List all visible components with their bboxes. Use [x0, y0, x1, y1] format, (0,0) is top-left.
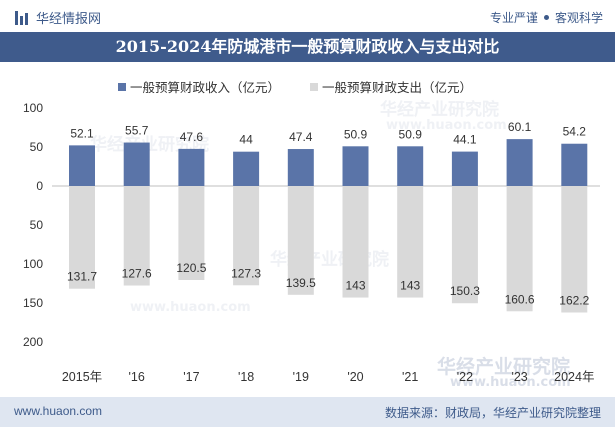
x-tick-label: '19	[293, 370, 309, 384]
income-bar	[397, 146, 424, 186]
expense-data-label: 162.2	[559, 294, 589, 308]
brand-name: 华经情报网	[36, 12, 102, 27]
expense-bar	[561, 186, 588, 313]
income-data-label: 47.6	[180, 130, 204, 144]
income-data-label: 52.1	[70, 126, 94, 140]
income-bar	[233, 151, 260, 186]
expense-bar	[397, 186, 424, 298]
expense-data-label: 131.7	[67, 270, 97, 284]
income-data-label: 60.1	[508, 120, 532, 134]
y-tick-label: 50	[30, 218, 44, 232]
income-bar	[69, 145, 95, 186]
legend-label-expense: 一般预算财政支出（亿元）	[322, 80, 473, 95]
income-data-label: 50.9	[399, 127, 423, 141]
income-data-label: 44.1	[453, 133, 477, 147]
expense-bar	[69, 186, 95, 289]
x-tick-label: 2015年	[62, 370, 102, 384]
bar-chart-logo-icon	[14, 10, 30, 26]
income-data-label: 47.4	[289, 130, 313, 144]
y-tick-label: 100	[23, 257, 43, 271]
dot-separator-icon	[543, 15, 549, 20]
expense-bar	[233, 186, 260, 286]
expense-bar	[506, 186, 533, 312]
brand: 华经情报网	[14, 8, 101, 27]
legend-item-income: 一般预算财政收入（亿元）	[118, 77, 280, 96]
income-bar	[287, 149, 314, 186]
legend: 一般预算财政收入（亿元） 一般预算财政支出（亿元）	[118, 77, 472, 96]
title-bar: 2015-2024年防城港市一般预算财政收入与支出对比	[0, 32, 615, 62]
footer: www.huaon.com 数据来源：财政局，华经产业研究院整理	[0, 397, 615, 427]
income-bar	[342, 146, 369, 186]
income-bar	[123, 142, 150, 186]
x-tick-label: '16	[129, 370, 145, 384]
x-tick-label: '23	[511, 370, 527, 384]
x-tick-label: '20	[347, 370, 363, 384]
x-tick-label: '21	[402, 370, 418, 384]
expense-bar	[451, 186, 478, 304]
income-bar	[506, 139, 533, 186]
slogan-right: 客观科学	[554, 11, 603, 25]
income-bar	[561, 143, 588, 186]
income-data-label: 55.7	[125, 124, 149, 138]
expense-data-label: 160.6	[505, 292, 535, 306]
income-bar	[178, 148, 205, 186]
footer-website: www.huaon.com	[14, 404, 103, 418]
chart-title: 2015-2024年防城港市一般预算财政收入与支出对比	[115, 37, 500, 56]
y-tick-label: 150	[23, 296, 43, 310]
income-bar	[451, 151, 478, 186]
income-data-label: 54.2	[563, 125, 587, 139]
income-data-label: 50.9	[344, 127, 368, 141]
x-tick-label: '18	[238, 370, 254, 384]
expense-bar	[178, 186, 205, 280]
legend-swatch-expense	[310, 82, 319, 91]
slogan-left: 专业严谨	[489, 11, 538, 25]
y-tick-label: 200	[23, 335, 43, 349]
expense-data-label: 120.5	[176, 261, 206, 275]
expense-data-label: 143	[345, 279, 365, 293]
chart-area: 100 50 0 50 100 150 200 52.1 131.7 2015年 55.7 127.6…	[23, 101, 600, 384]
footer-source: 数据来源：财政局，华经产业研究院整理	[384, 406, 601, 420]
income-data-label: 44	[239, 133, 253, 147]
y-tick-label: 100	[23, 101, 43, 115]
x-tick-label: '17	[183, 370, 199, 384]
legend-item-expense: 一般预算财政支出（亿元）	[310, 77, 472, 96]
expense-data-label: 127.3	[231, 266, 261, 280]
slogan: 专业严谨 客观科学	[490, 9, 603, 26]
legend-swatch-income	[118, 82, 126, 91]
expense-bar	[123, 186, 150, 286]
top-bar: 华经情报网 专业严谨 客观科学	[0, 0, 615, 32]
x-tick-label: '22	[457, 370, 473, 384]
y-tick-label: 0	[36, 179, 43, 193]
expense-data-label: 127.6	[122, 267, 152, 281]
expense-bar	[287, 186, 314, 295]
y-tick-label: 50	[30, 140, 44, 154]
expense-data-label: 150.3	[450, 284, 480, 298]
expense-data-label: 139.5	[286, 276, 316, 290]
x-tick-label: 2024年	[554, 370, 594, 384]
expense-data-label: 143	[400, 279, 420, 293]
legend-label-income: 一般预算财政收入（亿元）	[130, 80, 281, 95]
expense-bar	[342, 186, 369, 298]
